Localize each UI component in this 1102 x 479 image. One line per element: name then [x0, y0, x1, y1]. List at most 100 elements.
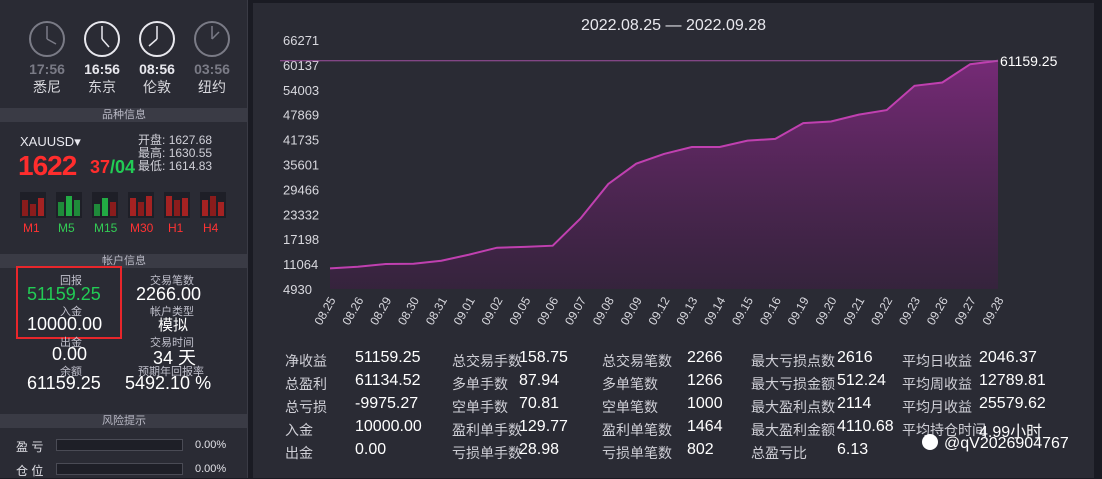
clock-icon — [29, 21, 65, 57]
stat-value: 70.81 — [519, 395, 560, 412]
stat-label: 总亏损 — [285, 399, 327, 415]
clock-tokyo: 16:56 东京 — [77, 20, 127, 97]
stat-value: 1000 — [687, 395, 723, 412]
clock-sydney: 17:56 悉尼 — [22, 20, 72, 97]
tf-label-h1[interactable]: H1 — [168, 221, 184, 235]
stat-value: 10000.00 — [355, 418, 422, 435]
stat-label: 净收益 — [285, 353, 327, 369]
price-overlay-green: /04 — [110, 157, 136, 177]
symbol-info-header: 品种信息 — [0, 108, 248, 122]
risk-pct-position: 0.00% — [195, 463, 227, 475]
clock-icon — [139, 21, 175, 57]
type-label: 帐户类型 — [150, 306, 194, 318]
return-value: 51159.25 — [27, 284, 101, 304]
stat-value: 6.13 — [837, 441, 869, 458]
stats-table: 净收益 51159.25 总盈利 61134.52 总亏损 -9975.27 入金 10000… — [285, 347, 1097, 475]
stat-value: 4.99小时 — [979, 424, 1043, 441]
tf-label-m30[interactable]: M30 — [130, 221, 154, 235]
stat-value: 802 — [687, 441, 714, 458]
high-value: 1630.55 — [168, 146, 213, 160]
low-value: 1614.83 — [168, 159, 213, 173]
stat-label: 总盈亏比 — [751, 445, 807, 461]
stat-value: 2046.37 — [979, 349, 1037, 366]
stat-value: 28.98 — [519, 441, 560, 458]
stat-label: 平均月收益 — [902, 399, 972, 415]
candle-icon-m5[interactable] — [56, 192, 82, 218]
stat-label: 出金 — [285, 445, 313, 461]
clock-newyork: 03:56 纽约 — [187, 20, 237, 97]
risk-pct-pnl: 0.00% — [195, 439, 227, 451]
tf-label-m15[interactable]: M15 — [94, 221, 118, 235]
candle-icon-m1[interactable] — [20, 192, 46, 218]
candle-icon-m15[interactable] — [92, 192, 118, 218]
high-label: 最高: — [138, 146, 166, 160]
stat-value: 1464 — [687, 418, 723, 435]
wechat-icon — [922, 434, 938, 450]
risk-bar-position — [56, 463, 183, 475]
stat-label: 总盈利 — [285, 376, 327, 392]
open-label: 开盘: — [138, 133, 166, 147]
stat-value: 4110.68 — [837, 418, 894, 435]
ohlc-info: 开盘: 1627.68 最高: 1630.55 最低: 1614.83 — [138, 134, 212, 173]
stat-label: 多单笔数 — [602, 376, 658, 392]
stat-label: 最大盈利点数 — [751, 399, 835, 415]
deposit-value: 10000.00 — [27, 314, 103, 334]
tf-label-h4[interactable]: H4 — [203, 221, 219, 235]
stat-label: 平均周收益 — [902, 376, 972, 392]
deposit-label: 入金 — [60, 306, 82, 318]
stat-value: 0.00 — [355, 441, 387, 458]
clock-time: 17:56 — [29, 61, 65, 77]
lots-label: 交易笔数 — [150, 275, 194, 287]
stat-value: 51159.25 — [355, 349, 421, 366]
stat-value: 12789.81 — [979, 372, 1046, 389]
stat-label: 平均持仓时间 — [902, 422, 986, 438]
time-label: 交易时间 — [150, 337, 194, 349]
stat-label: 平均日收益 — [902, 353, 972, 369]
candle-icon-h1[interactable] — [164, 192, 190, 218]
account-info-header: 帐户信息 — [0, 254, 248, 268]
price-overlay-red: 37 — [90, 157, 111, 177]
stat-value: 129.77 — [519, 418, 568, 435]
stat-label: 盈利单笔数 — [602, 422, 672, 438]
open-value: 1627.68 — [168, 133, 213, 147]
symbol-name: XAUUSD — [20, 134, 75, 149]
stat-value: 25579.62 — [979, 395, 1046, 412]
stat-label: 最大盈利金额 — [751, 422, 835, 438]
low-label: 最低: — [138, 159, 166, 173]
world-clocks: 17:56 悉尼 16:56 东京 08:56 伦敦 03:56 纽约 — [22, 20, 237, 102]
highlight-box — [16, 266, 122, 339]
return-label: 回报 — [60, 275, 82, 287]
clock-city: 东京 — [88, 79, 116, 95]
clock-city: 伦敦 — [143, 79, 171, 95]
annual-value: 5492.10 % — [125, 373, 212, 393]
chart-title: 2022.08.25 — 2022.09.28 — [580, 17, 767, 34]
dropdown-arrow-icon[interactable]: ▾ — [74, 134, 81, 149]
risk-header: 风险提示 — [0, 414, 248, 428]
symbol-selector[interactable]: XAUUSD▾ — [20, 134, 81, 150]
risk-label-position: 仓 位 — [16, 464, 44, 478]
price-overlay: 37/04 — [90, 157, 135, 178]
annual-label: 预期年回报率 — [138, 366, 204, 378]
clock-city: 悉尼 — [33, 79, 61, 95]
clock-time: 03:56 — [194, 61, 230, 77]
stat-label: 亏损单笔数 — [602, 445, 672, 461]
stat-value: 2266 — [687, 349, 723, 366]
stat-label: 入金 — [285, 422, 313, 438]
stat-value: 158.75 — [519, 349, 568, 366]
tf-label-m5[interactable]: M5 — [58, 221, 75, 235]
tf-label-m1[interactable]: M1 — [23, 221, 40, 235]
risk-label-pnl: 盈 亏 — [16, 440, 44, 454]
stat-label: 亏损单手数 — [452, 445, 522, 461]
balance-label: 余额 — [60, 366, 82, 378]
stat-value: 512.24 — [837, 372, 886, 389]
stat-label: 多单手数 — [452, 376, 508, 392]
stat-label: 盈利单手数 — [452, 422, 522, 438]
left-panel: 17:56 悉尼 16:56 东京 08:56 伦敦 03:56 纽约 品种信息… — [0, 0, 248, 478]
stat-label: 空单笔数 — [602, 399, 658, 415]
candle-icon-h4[interactable] — [200, 192, 226, 218]
clock-time: 08:56 — [139, 61, 175, 77]
stat-value: 2114 — [837, 395, 872, 412]
candle-icon-m30[interactable] — [128, 192, 154, 218]
stat-label: 总交易笔数 — [602, 353, 672, 369]
clock-time: 16:56 — [84, 61, 120, 77]
